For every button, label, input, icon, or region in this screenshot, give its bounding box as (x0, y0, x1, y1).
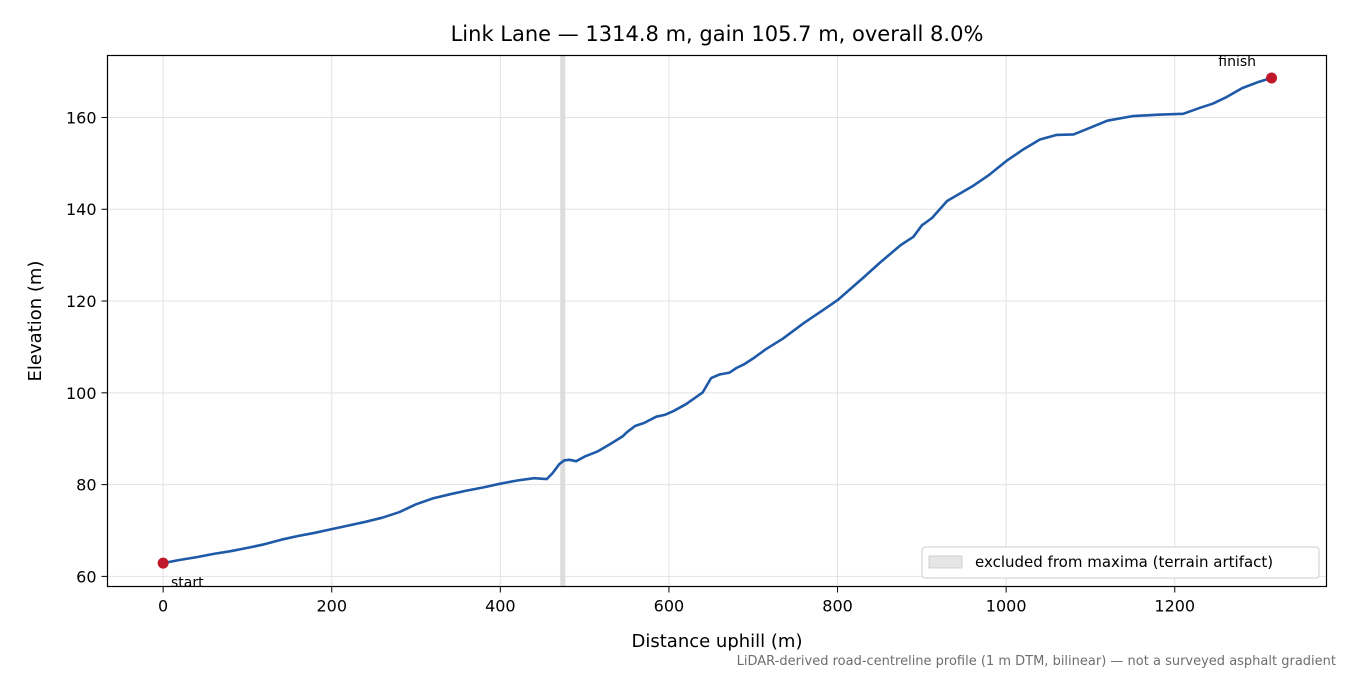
y-tick-label: 120 (66, 292, 97, 311)
profile-line-layer (161, 76, 1273, 565)
x-tick-label: 800 (822, 597, 853, 616)
gridlines (107, 55, 1327, 587)
excluded-band (560, 55, 566, 587)
legend-frame (921, 546, 1320, 579)
x-tick-label: 0 (158, 597, 168, 616)
y-tick-label: 100 (66, 384, 97, 403)
y-tick-label: 160 (66, 108, 97, 127)
x-tick-label: 400 (485, 597, 516, 616)
legend-label: excluded from maxima (terrain artifact) (975, 553, 1273, 571)
elevation-line (161, 76, 1273, 565)
plot-frame (106, 54, 1328, 588)
x-tick-label: 600 (654, 597, 685, 616)
legend: excluded from maxima (terrain artifact) (921, 546, 1320, 579)
finish-label: finish (1218, 54, 1256, 70)
y-tick-label: 60 (76, 567, 96, 586)
x-axis-label: Distance uphill (m) (632, 631, 803, 652)
chart-title: Link Lane — 1314.8 m, gain 105.7 m, over… (451, 22, 984, 46)
excluded-band-layer (560, 55, 566, 587)
y-tick-label: 80 (76, 476, 96, 495)
start-label: start (171, 575, 204, 591)
x-axis-ticks: 0 200 400 600 800 1000 1200 (158, 586, 1195, 616)
y-axis-ticks: 60 80 100 120 140 160 (66, 108, 108, 586)
x-tick-label: 1000 (986, 597, 1027, 616)
y-tick-label: 140 (66, 200, 97, 219)
x-tick-label: 200 (316, 597, 347, 616)
endpoint-markers (157, 72, 1278, 569)
x-tick-label: 1200 (1154, 597, 1195, 616)
finish-marker (1266, 72, 1278, 84)
legend-swatch (928, 555, 963, 569)
footnote: LiDAR-derived road-centreline profile (1… (737, 654, 1336, 669)
start-marker (157, 557, 169, 569)
y-axis-label: Elevation (m) (25, 261, 46, 382)
